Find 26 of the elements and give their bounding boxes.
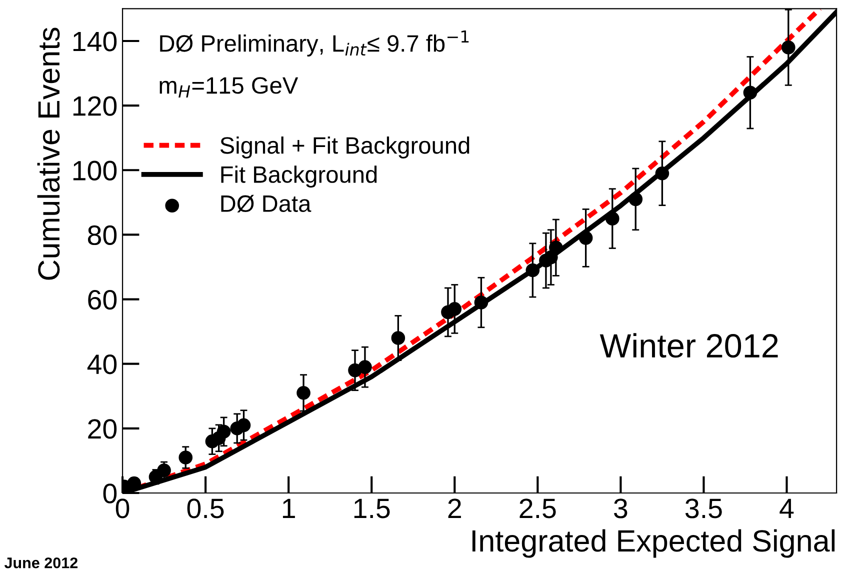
- y-tick-label: 140: [73, 32, 117, 52]
- x-tick-label: 2.5: [520, 498, 556, 518]
- x-tick-label: 3.5: [685, 498, 722, 518]
- x-tick-label: 0.5: [187, 498, 224, 518]
- y-tick-label: 0: [103, 484, 117, 504]
- annotation: m$_{H}$=115 GeV: [160, 77, 298, 98]
- legend-label: Signal + Fit Background: [220, 136, 470, 159]
- y-tick-label: 60: [88, 290, 117, 310]
- legend-label: DØ Data: [221, 194, 312, 212]
- annotation: Winter 2012: [600, 333, 778, 358]
- x-tick-label: 3: [614, 498, 628, 518]
- y-tick-label: 120: [73, 96, 117, 116]
- x-tick-label: 2: [448, 498, 461, 518]
- y-tick-label: 20: [88, 419, 117, 439]
- x-tick-label: 0: [116, 498, 130, 518]
- legend-label: Fit Background: [221, 166, 377, 188]
- y-axis-title: Cumulative Events: [37, 28, 60, 280]
- x-tick-label: 4: [780, 498, 794, 518]
- y-tick-label: 40: [87, 354, 117, 374]
- x-tick-label: 1: [282, 498, 295, 518]
- x-tick-label: 1.5: [354, 498, 390, 518]
- y-tick-label: 100: [73, 160, 117, 180]
- annotation: DØ Preliminary, L$_{int}$≤ 9.7 fb$^{−1}$: [160, 30, 469, 56]
- y-tick-label: 80: [88, 225, 117, 246]
- x-axis-title: Integrated Expected Signal: [472, 529, 835, 558]
- text: June 2012: [4, 557, 78, 568]
